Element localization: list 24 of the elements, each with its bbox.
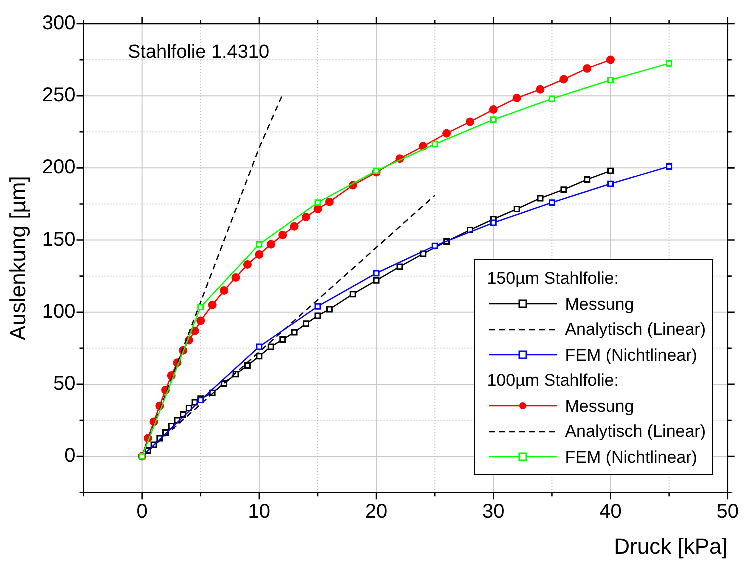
legend-label: Analytisch (Linear)	[565, 421, 706, 443]
x-tick-label: 50	[716, 501, 739, 524]
annotation: Stahlfolie 1.4310	[128, 42, 270, 64]
y-tick-label: 150	[42, 228, 76, 251]
legend-label: FEM (Nichtlinear)	[565, 344, 698, 366]
x-tick-label: 10	[248, 501, 271, 524]
x-tick-label: 40	[600, 501, 622, 524]
y-tick-label: 250	[42, 84, 76, 107]
legend-label: Analytisch (Linear)	[565, 319, 706, 341]
annotation: 100µm Stahlfolie:	[487, 370, 620, 392]
y-tick-label: 200	[42, 156, 76, 179]
x-tick-label: 20	[365, 501, 388, 524]
y-tick-label: 100	[42, 300, 76, 323]
y-tick-label: 300	[42, 12, 76, 35]
annotation: 150µm Stahlfolie:	[487, 268, 620, 290]
x-tick-label: 30	[482, 501, 505, 524]
y-tick-label: 0	[64, 445, 76, 468]
x-tick-label: 0	[136, 501, 148, 524]
legend-label: FEM (Nichtlinear)	[565, 446, 698, 468]
legend-label: Messung	[565, 396, 634, 418]
legend-label: Messung	[565, 294, 634, 316]
y-tick-label: 50	[54, 372, 76, 395]
x-axis-title: Druck [kPa]	[614, 534, 728, 559]
y-axis-title: Auslenkung [µm]	[5, 176, 30, 340]
